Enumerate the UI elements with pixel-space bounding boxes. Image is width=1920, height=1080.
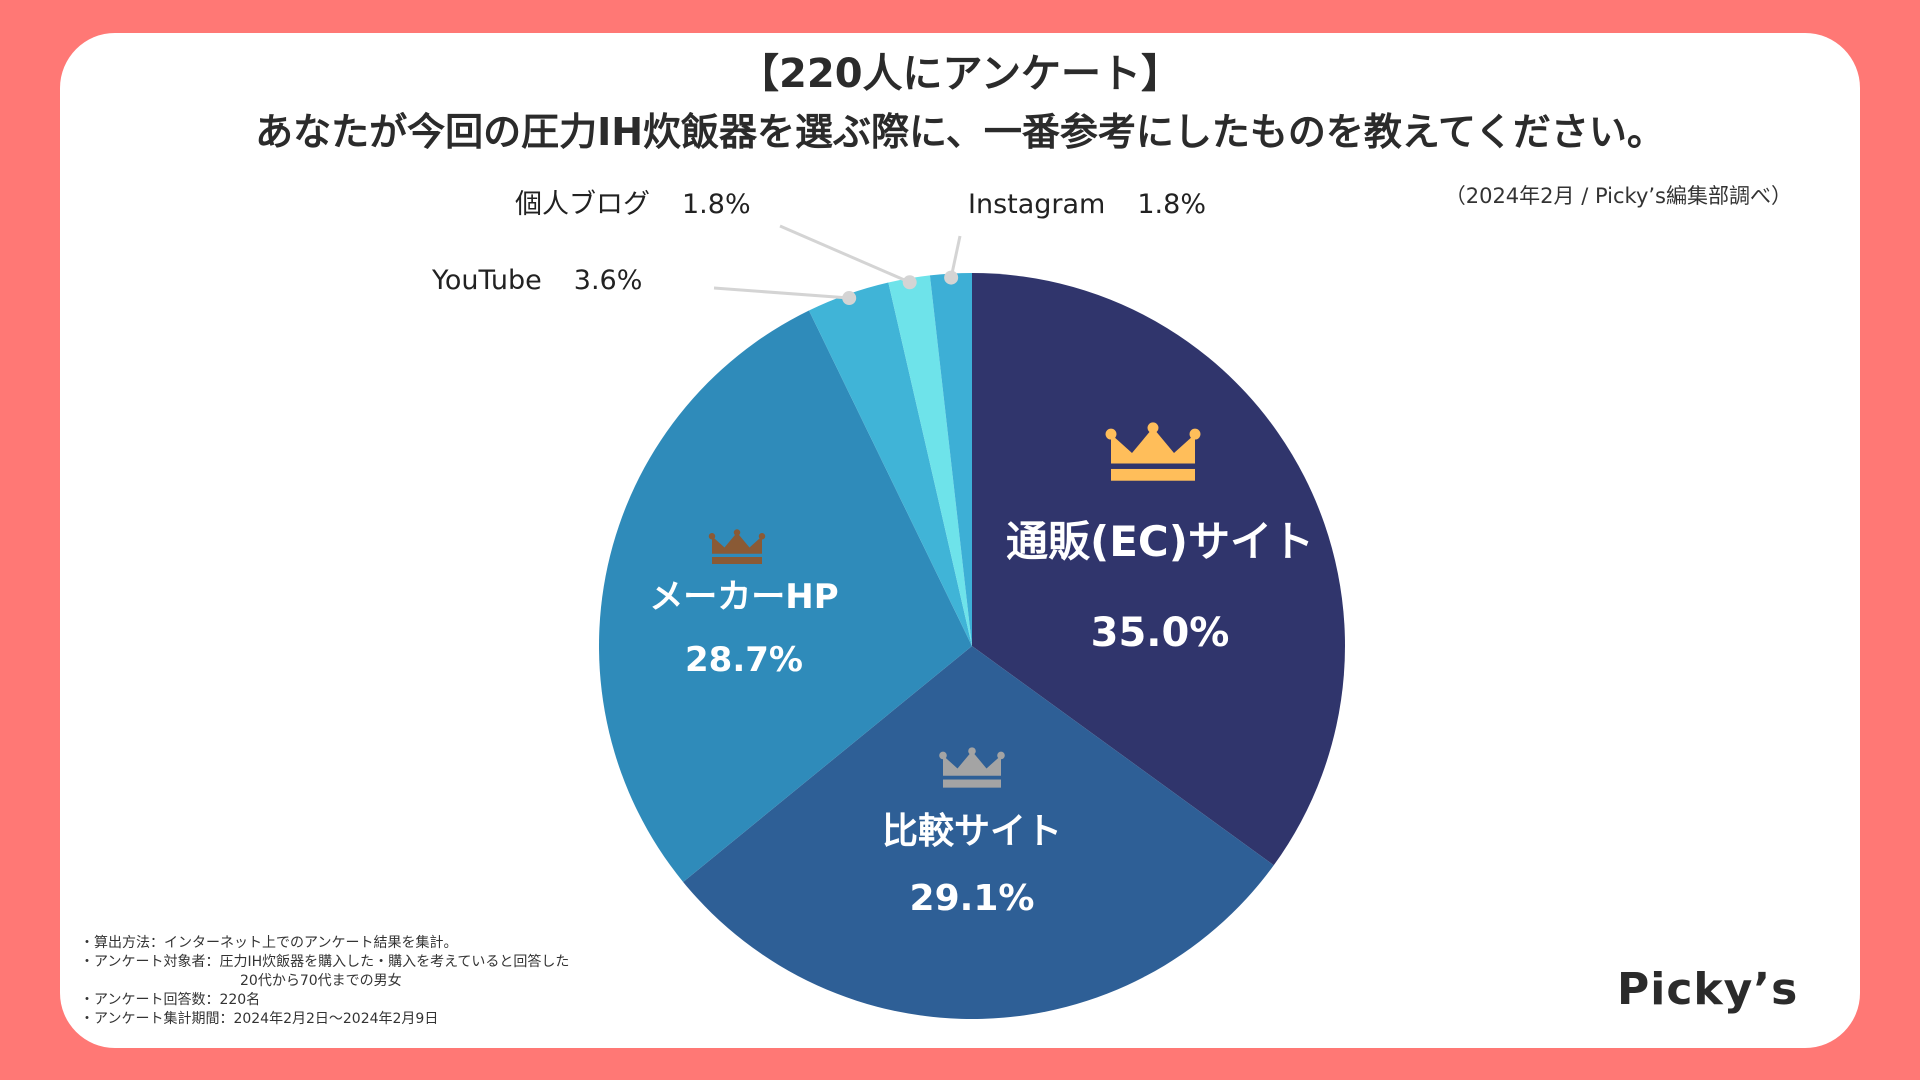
source-note: （2024年2月 / Picky’s編集部調べ）	[1444, 184, 1792, 208]
slice-instagram	[929, 273, 972, 646]
note-target-detail: 20代から70代までの男女	[240, 973, 402, 989]
slice-label-hp: メーカーHP	[649, 577, 838, 617]
slice-slice	[683, 646, 1274, 1019]
leader-dot-3	[842, 291, 857, 306]
ext-label-5: Instagram	[968, 189, 1105, 220]
picky-logo: Picky’s	[1617, 964, 1799, 1015]
note-target: ・アンケート対象者：圧力IH炊飯器を購入した・購入を考えていると回答した	[80, 954, 570, 970]
slice-value-0: 35.0%	[1091, 610, 1230, 656]
leader-line-4	[779, 224, 911, 284]
chart-title-line2: あなたが今回の圧力IH炊飯器を選ぶ際に、一番参考にしたものを教えてください。	[255, 110, 1665, 154]
note-method: ・算出方法：インターネット上でのアンケート結果を集計。	[80, 935, 458, 951]
survey-notes: ・算出方法：インターネット上でのアンケート結果を集計。 ・アンケート対象者：圧力…	[80, 934, 569, 1029]
slice-youtube	[808, 282, 972, 646]
slice-value-1: 29.1%	[910, 878, 1035, 919]
note-period: ・アンケート集計期間：2024年2月2日〜2024年2月9日	[80, 1011, 439, 1027]
slice-slice	[888, 275, 972, 646]
slice-ec	[972, 273, 1345, 866]
leader-line-5	[949, 235, 962, 278]
bronze-crown-icon	[708, 529, 766, 564]
slice-label-ec: 通販(EC)サイト	[1006, 517, 1314, 566]
ext-value-5: 1.8%	[1137, 189, 1206, 220]
leader-dot-4	[902, 275, 917, 290]
ext-value-4: 1.8%	[682, 189, 751, 220]
ext-value-3: 3.6%	[574, 265, 643, 296]
note-count: ・アンケート回答数：220名	[80, 992, 261, 1008]
silver-crown-icon	[939, 747, 1005, 788]
gold-crown-icon	[1105, 422, 1201, 481]
chart-title-line1: 【220人にアンケート】	[739, 51, 1181, 97]
leader-dot-5	[944, 270, 959, 285]
slice-label-jp-1: 比較サイト	[882, 811, 1062, 852]
slice-hp	[598, 310, 972, 882]
ext-label-4: 個人ブログ	[515, 189, 650, 220]
ext-label-3: YouTube	[431, 265, 542, 296]
leader-line-3	[713, 286, 850, 300]
slice-value-2: 28.7%	[685, 640, 803, 680]
